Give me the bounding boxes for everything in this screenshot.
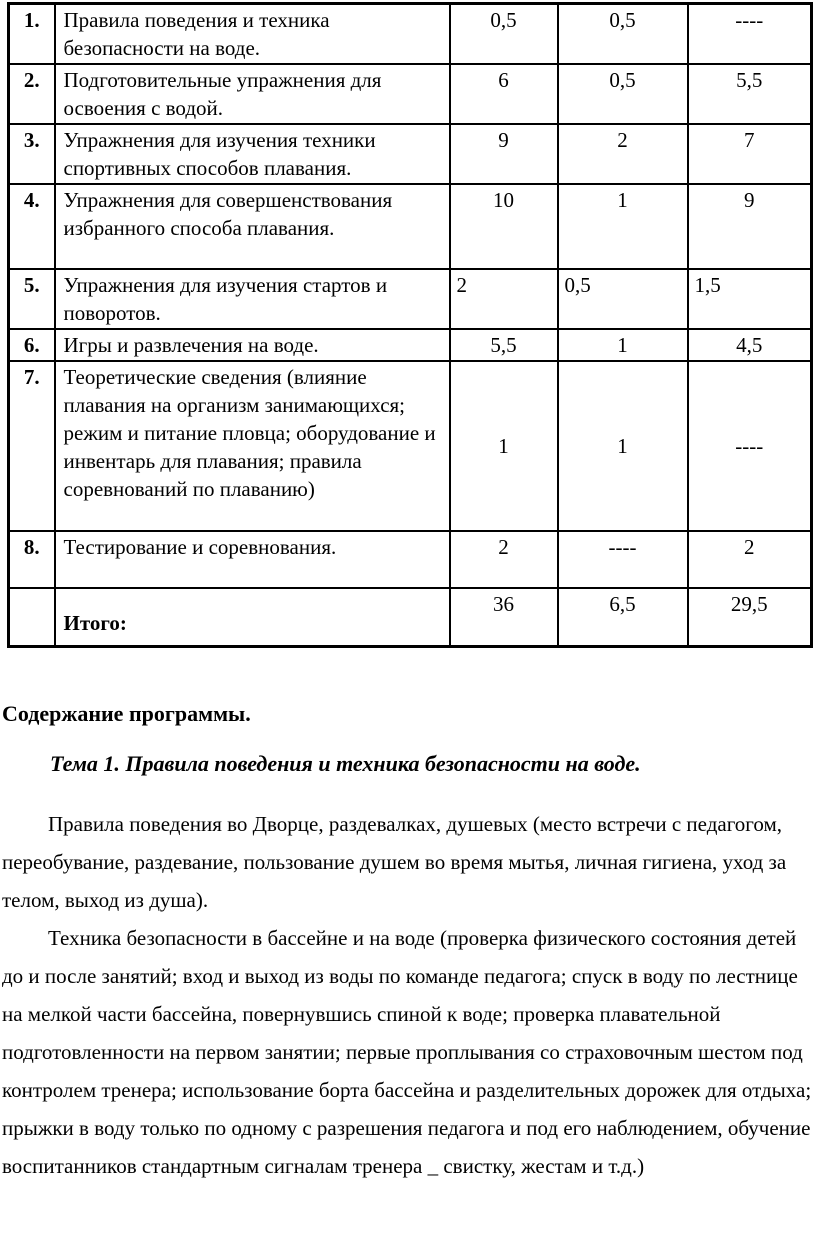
hours-practice-cell: 4,5 xyxy=(686,328,813,362)
hours-practice-cell: 29,5 xyxy=(686,587,813,647)
hours-practice-cell: ---- xyxy=(686,2,813,65)
hours-total-cell: 6 xyxy=(448,63,559,125)
table-row: 2. Подготовительные упражнения для освое… xyxy=(7,63,813,125)
hours-total-cell: 10 xyxy=(448,183,559,270)
hours-theory-cell: 1 xyxy=(556,360,689,532)
hours-total-cell: 1 xyxy=(448,360,559,532)
hours-total-cell: 2 xyxy=(448,268,559,330)
topic-title-cell: Упражнения для изучения техники спортивн… xyxy=(53,123,451,185)
hours-theory-cell: 0,5 xyxy=(556,268,689,330)
table-row: 7. Теоретические сведения (влияние плава… xyxy=(7,360,813,532)
row-number-cell: 8. xyxy=(7,530,56,589)
row-number-cell: 5. xyxy=(7,268,56,330)
hours-theory-cell: ---- xyxy=(556,530,689,589)
hours-practice-cell: 7 xyxy=(686,123,813,185)
total-label-cell: Итого: xyxy=(53,587,451,647)
curriculum-hours-table: 1. Правила поведения и техника безопасно… xyxy=(7,2,813,648)
table-row: 8. Тестирование и соревнования. 2 ---- 2 xyxy=(7,530,813,589)
hours-theory-cell: 1 xyxy=(556,328,689,362)
hours-practice-cell: 1,5 xyxy=(686,268,813,330)
hours-practice-cell: 5,5 xyxy=(686,63,813,125)
row-number-cell: 4. xyxy=(7,183,56,270)
table-row: 4. Упражнения для совершенствования избр… xyxy=(7,183,813,270)
paragraph-rules-of-conduct: Правила поведения во Дворце, раздевалках… xyxy=(2,811,787,912)
table-row: 1. Правила поведения и техника безопасно… xyxy=(7,2,813,65)
hours-total-cell: 9 xyxy=(448,123,559,185)
hours-practice-cell: 9 xyxy=(686,183,813,270)
row-number-cell: 1. xyxy=(7,2,56,65)
row-number-cell: 7. xyxy=(7,360,56,532)
section-heading: Содержание программы. xyxy=(2,700,251,726)
hours-total-cell: 0,5 xyxy=(448,2,559,65)
table-row: 3. Упражнения для изучения техники спорт… xyxy=(7,123,813,185)
table-row: 6. Игры и развлечения на воде. 5,5 1 4,5 xyxy=(7,328,813,362)
table-total-row: Итого: 36 6,5 29,5 xyxy=(7,587,813,647)
row-number-cell: 6. xyxy=(7,328,56,362)
row-number-cell xyxy=(7,587,56,647)
hours-practice-cell: ---- xyxy=(686,360,813,532)
topic-title-cell: Игры и развлечения на воде. xyxy=(53,328,451,362)
row-number-cell: 3. xyxy=(7,123,56,185)
topic-title-cell: Упражнения для совершенствования избранн… xyxy=(53,183,451,270)
hours-theory-cell: 6,5 xyxy=(556,587,689,647)
topic-1-heading: Тема 1. Правила поведения и техника безо… xyxy=(50,750,641,776)
hours-practice-cell: 2 xyxy=(686,530,813,589)
table-row: 5. Упражнения для изучения стартов и пов… xyxy=(7,268,813,330)
hours-theory-cell: 1 xyxy=(556,183,689,270)
hours-theory-cell: 0,5 xyxy=(556,63,689,125)
topic-title-cell: Тестирование и соревнования. xyxy=(53,530,451,589)
hours-total-cell: 5,5 xyxy=(448,328,559,362)
hours-theory-cell: 0,5 xyxy=(556,2,689,65)
row-number-cell: 2. xyxy=(7,63,56,125)
hours-theory-cell: 2 xyxy=(556,123,689,185)
hours-total-cell: 36 xyxy=(448,587,559,647)
paragraph-safety-rules: Техника безопасности в бассейне и на вод… xyxy=(2,925,812,1178)
topic-title-cell: Упражнения для изучения стартов и поворо… xyxy=(53,268,451,330)
topic-title-cell: Подготовительные упражнения для освоения… xyxy=(53,63,451,125)
topic-title-cell: Теоретические сведения (влияние плавания… xyxy=(53,360,451,532)
topic-title-cell: Правила поведения и техника безопасности… xyxy=(53,2,451,65)
program-content-section: Содержание программы. Тема 1. Правила по… xyxy=(2,648,814,1185)
hours-total-cell: 2 xyxy=(448,530,559,589)
